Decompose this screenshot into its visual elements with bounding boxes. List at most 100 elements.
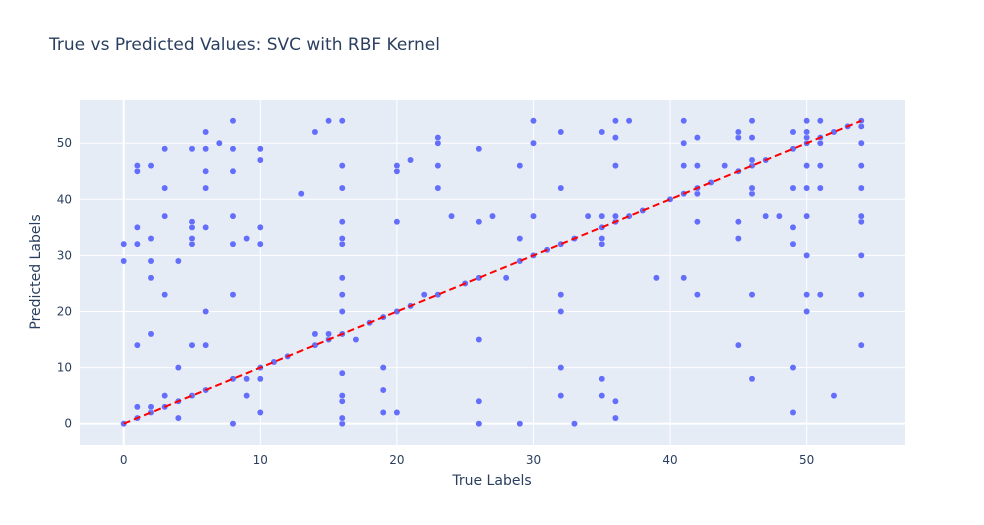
scatter-point[interactable] [120,257,128,265]
scatter-point[interactable] [680,139,688,147]
scatter-point[interactable] [338,291,346,299]
scatter-point[interactable] [188,235,196,242]
scatter-point[interactable] [352,336,360,343]
scatter-point[interactable] [243,235,251,242]
scatter-point[interactable] [120,240,128,248]
scatter-point[interactable] [147,274,155,282]
scatter-point[interactable] [803,291,811,299]
scatter-point[interactable] [256,375,264,383]
scatter-point[interactable] [734,218,742,226]
scatter-point[interactable] [612,212,619,220]
scatter-point[interactable] [407,156,414,164]
scatter-point[interactable] [393,409,401,416]
scatter-point[interactable] [612,134,619,141]
scatter-point[interactable] [311,128,319,136]
scatter-point[interactable] [789,409,797,416]
scatter-point[interactable] [748,156,756,164]
scatter-point[interactable] [133,403,141,411]
scatter-point[interactable] [229,240,237,248]
scatter-point[interactable] [693,134,701,141]
scatter-point[interactable] [338,117,346,125]
scatter-point[interactable] [161,184,169,192]
scatter-point[interactable] [584,212,592,220]
scatter-point[interactable] [229,167,237,175]
scatter-point[interactable] [133,162,141,170]
scatter-point[interactable] [612,397,619,405]
scatter-point[interactable] [748,117,756,125]
scatter-point[interactable] [680,162,688,170]
scatter-point[interactable] [297,190,305,198]
scatter-point[interactable] [748,291,756,299]
scatter-point[interactable] [775,212,783,220]
scatter-point[interactable] [133,341,141,349]
scatter-point[interactable] [229,117,237,125]
scatter-point[interactable] [516,420,524,428]
scatter-point[interactable] [734,128,742,136]
scatter-point[interactable] [857,139,865,147]
scatter-point[interactable] [475,145,483,153]
scatter-point[interactable] [325,330,332,338]
scatter-point[interactable] [803,184,811,192]
scatter-point[interactable] [434,134,442,141]
scatter-point[interactable] [598,375,606,383]
scatter-point[interactable] [830,392,838,400]
scatter-point[interactable] [202,167,210,175]
scatter-point[interactable] [857,212,865,220]
scatter-point[interactable] [625,117,633,125]
scatter-point[interactable] [256,223,264,231]
scatter-point[interactable] [557,184,565,192]
scatter-point[interactable] [338,308,346,315]
scatter-point[interactable] [215,139,223,147]
scatter-point[interactable] [612,414,619,422]
scatter-point[interactable] [598,128,606,136]
scatter-point[interactable] [571,420,578,428]
scatter-point[interactable] [475,336,483,343]
scatter-point[interactable] [789,240,797,248]
scatter-point[interactable] [557,392,565,400]
scatter-point[interactable] [256,156,264,164]
scatter-point[interactable] [857,251,865,259]
scatter-point[interactable] [475,397,483,405]
scatter-point[interactable] [147,235,155,242]
scatter-point[interactable] [748,134,756,141]
scatter-point[interactable] [489,212,496,220]
scatter-point[interactable] [803,308,811,315]
scatter-point[interactable] [133,240,141,248]
scatter-point[interactable] [174,257,182,265]
scatter-point[interactable] [420,291,428,299]
scatter-point[interactable] [530,139,537,147]
scatter-point[interactable] [803,128,811,136]
scatter-point[interactable] [243,392,251,400]
scatter-point[interactable] [434,162,442,170]
scatter-point[interactable] [803,117,811,125]
scatter-point[interactable] [202,223,210,231]
scatter-point[interactable] [475,218,483,226]
scatter-point[interactable] [202,128,210,136]
scatter-point[interactable] [338,235,346,242]
scatter-point[interactable] [748,184,756,192]
scatter-point[interactable] [338,274,346,282]
scatter-point[interactable] [516,235,524,242]
scatter-point[interactable] [133,223,141,231]
scatter-point[interactable] [816,184,824,192]
scatter-point[interactable] [188,341,196,349]
scatter-point[interactable] [816,291,824,299]
scatter-point[interactable] [816,117,824,125]
scatter-point[interactable] [161,145,169,153]
scatter-point[interactable] [789,184,797,192]
scatter-point[interactable] [748,375,756,383]
scatter-point[interactable] [734,235,742,242]
scatter-point[interactable] [202,308,210,315]
scatter-point[interactable] [147,257,155,265]
scatter-point[interactable] [243,375,251,383]
scatter-point[interactable] [256,240,264,248]
scatter-point[interactable] [174,364,182,371]
scatter-point[interactable] [762,212,770,220]
scatter-point[interactable] [202,184,210,192]
scatter-point[interactable] [680,274,688,282]
scatter-point[interactable] [803,251,811,259]
scatter-point[interactable] [379,364,387,371]
scatter-point[interactable] [161,212,169,220]
scatter-point[interactable] [598,235,606,242]
scatter-point[interactable] [680,117,688,125]
